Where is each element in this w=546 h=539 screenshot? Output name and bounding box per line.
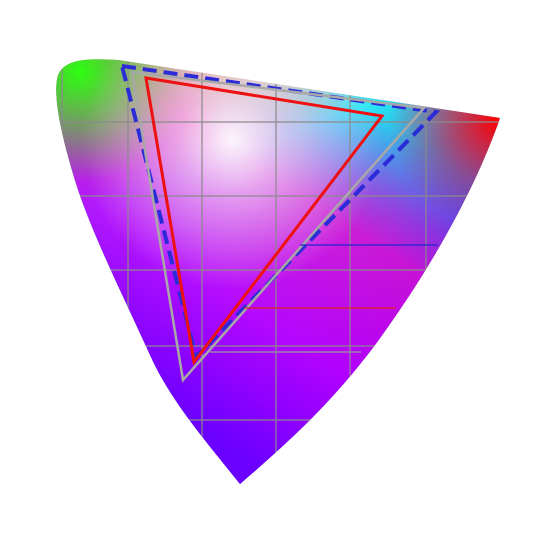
gamut-triangle-inner — [144, 76, 385, 366]
gamut-triangle-middle — [130, 70, 427, 383]
locus-white-point-glow — [56, 59, 501, 484]
